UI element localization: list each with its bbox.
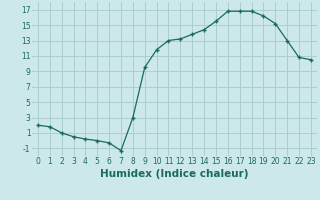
X-axis label: Humidex (Indice chaleur): Humidex (Indice chaleur) xyxy=(100,169,249,179)
